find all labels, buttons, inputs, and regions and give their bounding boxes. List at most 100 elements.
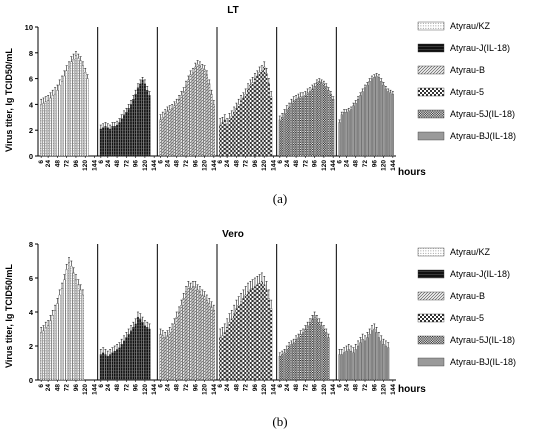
bar [205, 74, 208, 157]
bar [127, 333, 130, 381]
x-tick-label: 48 [114, 384, 121, 392]
bar [322, 83, 325, 157]
bar [242, 298, 245, 381]
legend-label: Atyrau-J(IL-18) [450, 269, 510, 279]
bar [187, 79, 190, 157]
bar [58, 294, 61, 381]
x-tick-label: 24 [45, 384, 52, 392]
bar [120, 344, 123, 381]
bar [311, 318, 314, 381]
bar [42, 330, 45, 381]
bar [194, 66, 197, 157]
bar [322, 328, 325, 381]
bar [237, 104, 240, 157]
bar [111, 352, 114, 381]
bar [134, 93, 137, 157]
legend-label: Atyrau-BJ(IL-18) [450, 131, 516, 141]
bar [127, 108, 130, 157]
x-tick-label: 24 [343, 160, 350, 168]
bar [267, 298, 270, 381]
x-tick-label: 144 [211, 384, 218, 395]
bar [354, 102, 357, 157]
x-tick-label: 6 [98, 384, 105, 388]
bar [194, 286, 197, 381]
bar [375, 332, 378, 381]
x-tick-label: 24 [284, 160, 291, 168]
bar [54, 93, 57, 157]
bar [81, 294, 84, 381]
bar [44, 101, 47, 157]
bar [136, 87, 139, 157]
bar [104, 354, 107, 381]
x-tick-label: 6 [98, 160, 105, 164]
x-tick-label: 72 [123, 384, 130, 392]
bar [295, 99, 298, 157]
x-tick-label: 144 [151, 160, 158, 171]
legend-label: Atyrau-B [450, 291, 485, 301]
bar [116, 124, 119, 157]
x-tick-label: 72 [302, 384, 309, 392]
bar [281, 117, 284, 157]
legend-label: Atyrau-BJ(IL-18) [450, 357, 516, 367]
x-tick-label: 48 [54, 160, 61, 168]
bar [42, 102, 45, 157]
bar [313, 86, 316, 157]
bar [120, 118, 123, 157]
bar [184, 84, 188, 157]
bar [148, 328, 151, 381]
bar [77, 57, 80, 157]
bar [72, 272, 75, 381]
bar [51, 95, 54, 157]
bar [375, 75, 378, 157]
bar [285, 109, 288, 157]
bar [366, 337, 369, 381]
bar [196, 289, 199, 381]
x-tick-label: 120 [142, 384, 149, 395]
bar [159, 333, 162, 381]
x-tick-label: 144 [92, 384, 99, 395]
bar [198, 291, 201, 381]
bar [270, 96, 273, 157]
bar [302, 96, 305, 157]
bar [129, 104, 132, 157]
bar [189, 288, 192, 381]
x-tick-label: 96 [133, 160, 140, 168]
bar [228, 322, 231, 381]
x-tick-label: 24 [164, 160, 171, 168]
bar [292, 100, 295, 157]
bar [246, 291, 250, 381]
bar [283, 352, 286, 381]
x-tick-label: 72 [183, 160, 190, 168]
bar [235, 308, 238, 381]
bar [256, 75, 259, 157]
bar [263, 66, 266, 157]
bar [290, 102, 293, 157]
bar [230, 115, 233, 157]
bar [253, 286, 256, 381]
bar [99, 128, 102, 157]
bar [70, 61, 73, 157]
bar [139, 83, 142, 157]
bar [205, 299, 208, 381]
bar [79, 289, 82, 381]
bar [244, 294, 247, 381]
bar [58, 84, 61, 157]
bar [210, 93, 213, 157]
bar [244, 93, 247, 157]
bar [340, 114, 343, 157]
x-tick-label: 72 [183, 384, 190, 392]
bar [146, 327, 149, 381]
x-tick-label: 72 [362, 384, 369, 392]
x-tick-label: 96 [252, 384, 259, 392]
bar [132, 327, 135, 381]
bar [265, 289, 268, 381]
bar [327, 337, 330, 381]
bar [223, 119, 226, 157]
x-tick-label: 120 [82, 160, 89, 171]
legend-label: Atyrau-5J(IL-18) [450, 335, 515, 345]
bar [361, 91, 364, 157]
bar [143, 325, 146, 381]
legend: Atyrau/KZ Atyrau-J(IL-18) Atyrau-B Atyrau-5… [417, 247, 516, 367]
bar [99, 354, 102, 381]
legend-swatch [417, 269, 445, 279]
